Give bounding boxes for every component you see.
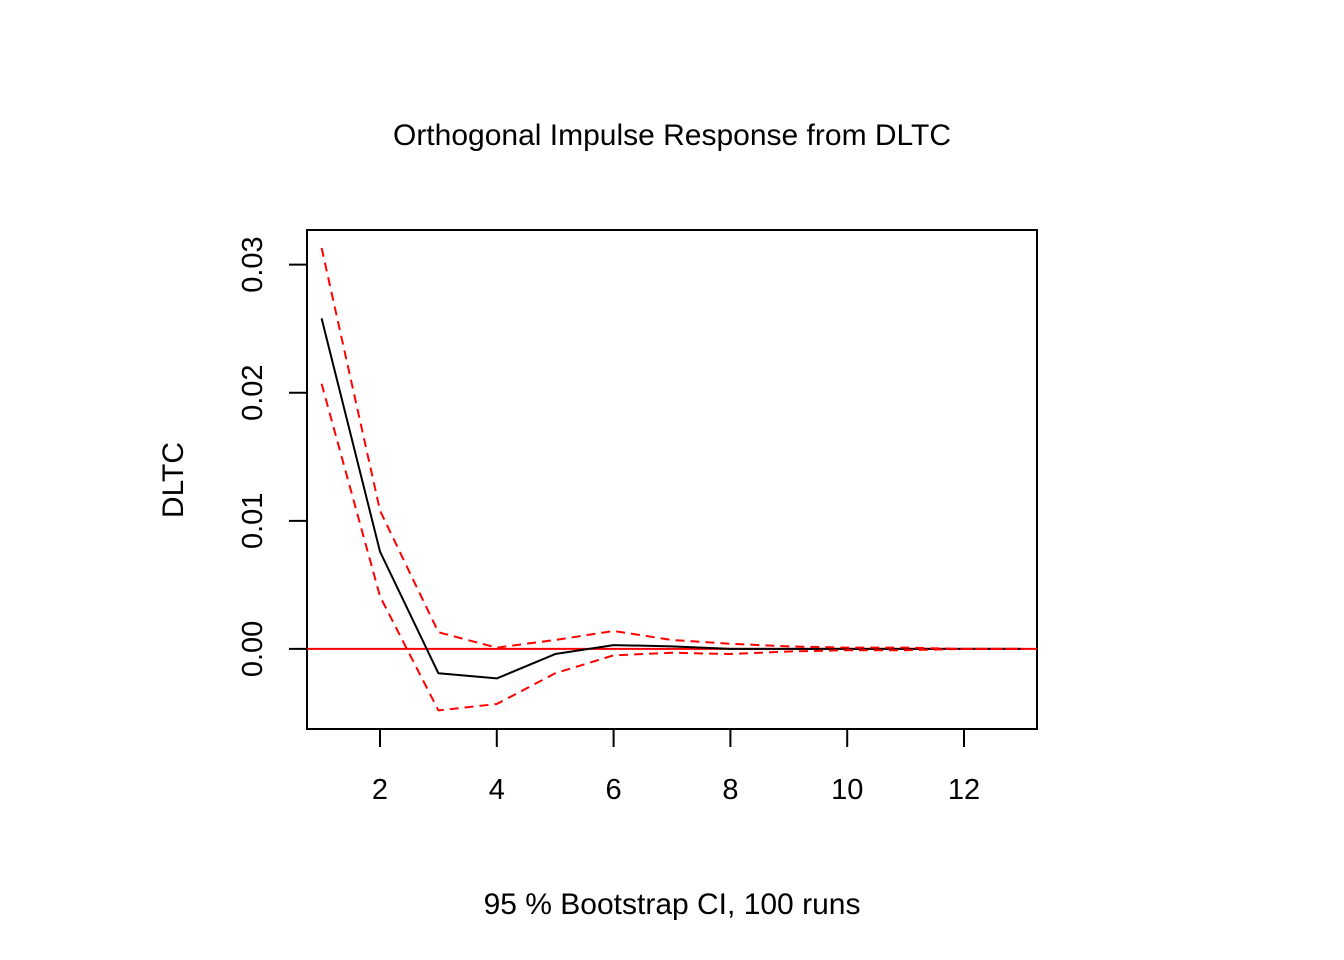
series-line-upper: [320, 247, 1023, 650]
y-tick-label: 0.01: [237, 493, 269, 549]
x-axis: 2 4 6 8 10 12: [372, 728, 980, 806]
y-axis-label: DLTC: [157, 442, 190, 518]
y-axis: 0.00 0.01 0.02 0.03: [237, 236, 308, 677]
plot-frame: [306, 229, 1038, 730]
x-tick-label: 2: [372, 774, 388, 806]
y-tick-label: 0.02: [237, 364, 269, 420]
y-tick-label: 0.03: [237, 236, 269, 292]
x-tick-label: 8: [722, 774, 738, 806]
x-tick-label: 4: [489, 774, 505, 806]
x-tick-label: 6: [606, 774, 622, 806]
series-line-response: [320, 318, 1023, 680]
x-tick-label: 10: [831, 774, 863, 806]
x-axis-label: 95 % Bootstrap CI, 100 runs: [484, 888, 861, 921]
series-group: [320, 247, 1023, 712]
x-tick-label: 12: [948, 774, 980, 806]
chart-title: Orthogonal Impulse Response from DLTC: [393, 119, 951, 152]
series-line-lower: [320, 383, 1023, 712]
y-tick-label: 0.00: [237, 621, 269, 677]
